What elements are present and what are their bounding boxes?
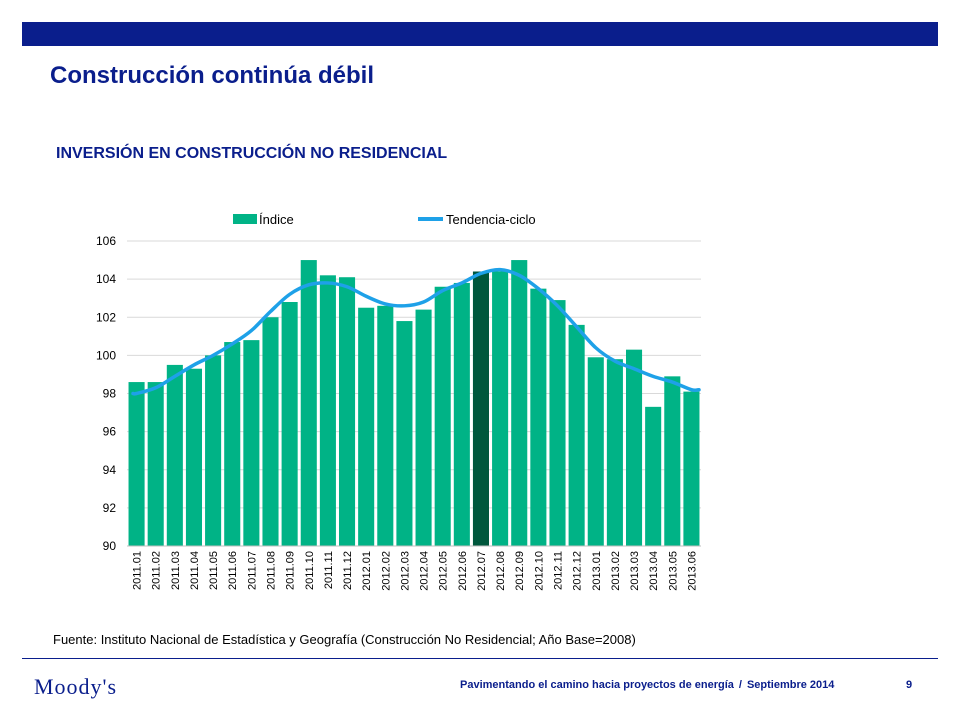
x-tick-label: 2011.02 bbox=[151, 551, 163, 590]
slide-title: Construcción continúa débil bbox=[50, 62, 375, 89]
bar-2011.09 bbox=[281, 302, 298, 546]
footer-date: Septiembre 2014 bbox=[746, 679, 835, 691]
x-tick-label: 2011.03 bbox=[170, 551, 182, 590]
y-tick-label: 94 bbox=[103, 463, 117, 477]
x-tick-label: 2012.06 bbox=[457, 551, 469, 591]
bar-2011.01 bbox=[128, 382, 145, 546]
x-tick-label: 2011.10 bbox=[304, 551, 316, 590]
x-tick-label: 2012.01 bbox=[361, 551, 373, 591]
y-tick-label: 104 bbox=[96, 272, 116, 286]
bar-2011.11 bbox=[319, 275, 336, 546]
bar-2011.03 bbox=[166, 364, 183, 546]
bar-2011.05 bbox=[205, 355, 222, 546]
footer-left-text: Pavimentando el camino hacia proyectos d… bbox=[460, 679, 734, 691]
x-tick-label: 2012.02 bbox=[380, 551, 392, 591]
bar-2012.03 bbox=[396, 321, 413, 546]
x-tick-label: 2012.10 bbox=[533, 551, 545, 591]
footer-separator: / bbox=[738, 679, 742, 691]
source-note: Fuente: Instituto Nacional de Estadístic… bbox=[53, 632, 636, 647]
bar-2012.07 bbox=[472, 271, 490, 546]
x-tick-label: 2012.09 bbox=[514, 551, 526, 591]
y-tick-label: 102 bbox=[96, 310, 116, 324]
x-tick-label: 2011.04 bbox=[189, 551, 201, 590]
y-tick-label: 96 bbox=[103, 425, 117, 439]
moodys-logo: Moody's bbox=[34, 674, 118, 699]
bar-2013.04 bbox=[645, 406, 662, 546]
y-tick-label: 100 bbox=[96, 348, 116, 362]
x-tick-label: 2013.05 bbox=[667, 551, 679, 591]
bar-2012.10 bbox=[530, 288, 547, 546]
y-tick-label: 90 bbox=[103, 539, 117, 553]
bar-2013.01 bbox=[587, 357, 604, 546]
bar-2012.05 bbox=[434, 286, 451, 546]
bar-2012.04 bbox=[415, 309, 432, 546]
x-axis: 2011.01 2011.02 2011.03 2011.04 2011.05 2011.… bbox=[127, 545, 701, 591]
header-bar bbox=[22, 22, 938, 46]
bar-2011.10 bbox=[300, 260, 317, 546]
x-tick-label: 2012.12 bbox=[572, 551, 584, 591]
bar-2011.04 bbox=[185, 368, 203, 546]
legend-swatch-bar bbox=[233, 214, 257, 224]
bar-2013.05 bbox=[664, 376, 681, 546]
x-tick-label: 2011.06 bbox=[227, 551, 239, 590]
x-tick-label: 2012.07 bbox=[476, 551, 488, 591]
x-tick-label: 2011.07 bbox=[246, 551, 258, 590]
x-tick-label: 2011.11 bbox=[323, 551, 335, 589]
bar-2012.08 bbox=[492, 271, 509, 546]
footer-divider bbox=[22, 658, 938, 659]
legend-label-bar: Índice bbox=[259, 212, 294, 227]
bar-2012.12 bbox=[568, 324, 585, 546]
x-tick-label: 2013.02 bbox=[610, 551, 622, 591]
bar-2012.09 bbox=[511, 260, 528, 546]
y-tick-label: 106 bbox=[96, 234, 116, 248]
x-tick-label: 2012.05 bbox=[438, 551, 450, 591]
x-tick-label: 2013.01 bbox=[591, 551, 603, 591]
x-tick-label: 2011.12 bbox=[342, 551, 354, 590]
y-tick-label: 92 bbox=[103, 501, 117, 515]
trend-line bbox=[131, 267, 701, 396]
chart-title: INVERSIÓN EN CONSTRUCCIÓN NO RESIDENCIAL bbox=[56, 145, 448, 162]
bar-2012.01 bbox=[358, 307, 375, 546]
bar-2013.02 bbox=[606, 359, 623, 546]
bar-2012.06 bbox=[453, 282, 470, 546]
page-number: 9 bbox=[906, 679, 913, 691]
x-tick-label: 2012.03 bbox=[399, 551, 411, 591]
bar-2011.08 bbox=[262, 317, 279, 546]
y-tick-label: 98 bbox=[103, 387, 117, 401]
footer-caption: Pavimentando el camino hacia proyectos d… bbox=[460, 679, 834, 691]
bar-2011.02 bbox=[147, 382, 164, 546]
bar-2013.03 bbox=[625, 349, 643, 546]
bar-2011.12 bbox=[338, 277, 356, 546]
bar-2012.11 bbox=[549, 300, 566, 546]
legend: Índice Tendencia-ciclo bbox=[233, 212, 536, 227]
bar-2011.07 bbox=[243, 340, 260, 546]
x-tick-label: 2012.08 bbox=[495, 551, 507, 591]
x-tick-label: 2011.01 bbox=[132, 551, 144, 590]
x-tick-label: 2011.05 bbox=[208, 551, 220, 590]
x-tick-label: 2011.09 bbox=[285, 551, 297, 590]
x-tick-label: 2012.04 bbox=[419, 551, 431, 591]
line-series bbox=[131, 267, 701, 396]
x-tick-label: 2012.11 bbox=[553, 551, 565, 590]
bar-2011.06 bbox=[224, 342, 241, 546]
y-axis: 90 92 94 96 98 100 102 104 106 bbox=[96, 234, 116, 553]
x-tick-label: 2013.04 bbox=[648, 551, 660, 591]
legend-label-line: Tendencia-ciclo bbox=[446, 212, 536, 227]
x-tick-label: 2013.06 bbox=[686, 551, 698, 591]
x-tick-label: 2011.08 bbox=[266, 551, 278, 590]
bar-series bbox=[128, 260, 700, 546]
bar-2012.02 bbox=[377, 305, 394, 546]
x-tick-label: 2013.03 bbox=[629, 551, 641, 591]
bar-2013.06 bbox=[683, 391, 700, 546]
